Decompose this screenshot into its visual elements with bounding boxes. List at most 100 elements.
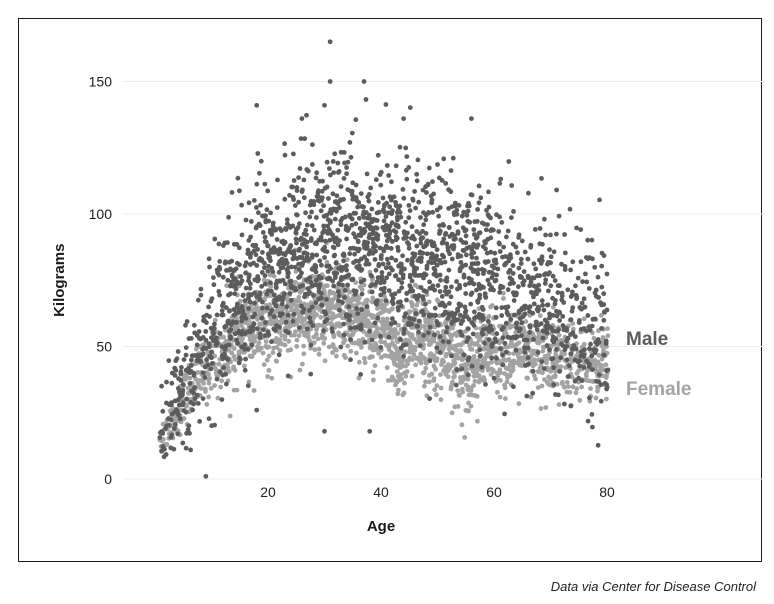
data-point (494, 331, 500, 337)
data-point (397, 144, 403, 150)
data-point (392, 291, 398, 297)
data-point (246, 200, 252, 206)
data-point (449, 353, 454, 359)
data-point (404, 235, 409, 241)
data-point (462, 435, 468, 440)
data-point (283, 226, 288, 231)
data-point (500, 352, 505, 358)
data-point (160, 431, 166, 436)
data-point (389, 239, 395, 244)
data-point (271, 314, 277, 320)
data-point (316, 285, 322, 291)
data-point (406, 215, 412, 221)
data-point (384, 316, 390, 322)
data-point (432, 387, 438, 393)
data-point (208, 366, 214, 372)
data-point (419, 255, 424, 261)
data-point (389, 197, 394, 203)
data-point (466, 408, 471, 413)
data-point (309, 209, 314, 215)
data-point (356, 359, 362, 365)
data-point (567, 389, 573, 395)
data-point (212, 236, 218, 242)
data-point (344, 236, 349, 242)
data-point (497, 214, 502, 220)
data-point (413, 205, 418, 211)
data-point (468, 301, 474, 307)
data-point (478, 195, 484, 201)
data-point (574, 225, 579, 231)
data-point (159, 383, 165, 389)
data-point (448, 294, 454, 300)
data-point (442, 303, 448, 309)
data-point (592, 264, 598, 270)
data-point (402, 266, 407, 272)
series-female (157, 240, 611, 454)
data-point (604, 271, 610, 277)
data-point (599, 356, 605, 362)
data-point (590, 379, 596, 384)
data-point (282, 333, 288, 339)
data-point (496, 229, 502, 234)
data-point (361, 204, 366, 210)
data-point (242, 342, 248, 347)
data-point (422, 324, 427, 329)
data-point (456, 203, 462, 208)
data-point (396, 288, 402, 294)
data-point (568, 267, 573, 273)
data-point (453, 382, 459, 388)
data-point (590, 256, 595, 262)
data-point (225, 240, 230, 246)
data-point (364, 257, 370, 263)
data-point (257, 292, 262, 298)
data-point (242, 346, 248, 352)
data-point (294, 212, 299, 218)
data-point (370, 369, 376, 375)
data-point (434, 383, 440, 389)
data-point (178, 369, 184, 375)
data-point (327, 237, 333, 243)
data-point (568, 317, 574, 323)
data-point (166, 358, 172, 363)
data-point (537, 226, 543, 231)
data-point (375, 152, 381, 158)
data-point (228, 327, 234, 332)
data-point (498, 370, 503, 376)
data-point (469, 363, 475, 369)
data-point (341, 150, 347, 155)
data-point (280, 295, 286, 300)
data-point (398, 372, 404, 378)
data-point (216, 289, 222, 294)
data-point (431, 266, 437, 271)
data-point (381, 279, 387, 284)
data-point (463, 233, 469, 239)
data-point (599, 312, 604, 318)
data-point (198, 286, 204, 292)
data-point (371, 377, 376, 383)
data-point (237, 262, 242, 268)
data-point (448, 189, 454, 195)
data-point (191, 373, 197, 378)
data-point (499, 313, 505, 318)
data-point (404, 176, 410, 182)
data-point (258, 345, 264, 351)
data-point (319, 237, 324, 243)
data-point (504, 310, 510, 316)
data-point (349, 192, 355, 198)
data-point (356, 375, 362, 381)
data-point (284, 267, 290, 273)
data-point (531, 261, 537, 267)
data-point (384, 200, 389, 206)
data-point (333, 275, 338, 280)
data-point (456, 301, 462, 307)
data-point (510, 367, 516, 373)
data-point (595, 368, 600, 374)
data-point (491, 227, 496, 233)
data-point (347, 140, 353, 145)
data-point (466, 316, 472, 322)
data-point (434, 392, 439, 398)
data-point (508, 252, 513, 258)
data-point (245, 346, 251, 352)
data-point (409, 303, 415, 309)
data-point (301, 307, 307, 312)
